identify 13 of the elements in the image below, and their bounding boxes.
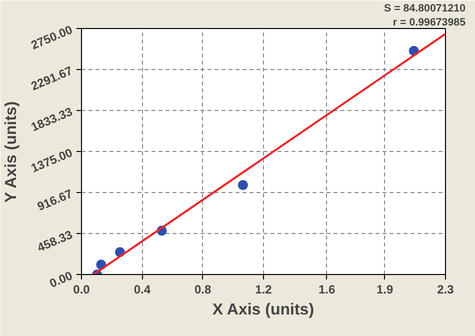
text: S = 84.80071210 (384, 2, 466, 14)
y-axis-title: Y Axis (units) (3, 101, 20, 203)
x-tick-label: 2.3 (437, 282, 454, 296)
x-tick-label: 1.9 (376, 282, 394, 296)
x-tick-label: 0.0 (73, 282, 90, 296)
x-tick-label: 1.2 (255, 282, 272, 296)
x-tick-label: 0.8 (194, 282, 212, 296)
y-tick-label: 0.00 (47, 268, 75, 291)
text: r = 0.99673985 (392, 16, 466, 28)
x-axis-title: X Axis (units) (212, 302, 314, 318)
x-tick-label: 0.4 (134, 282, 151, 296)
y-tick-label: 458.33 (35, 227, 75, 255)
x-tick-label: 1.6 (318, 282, 336, 296)
